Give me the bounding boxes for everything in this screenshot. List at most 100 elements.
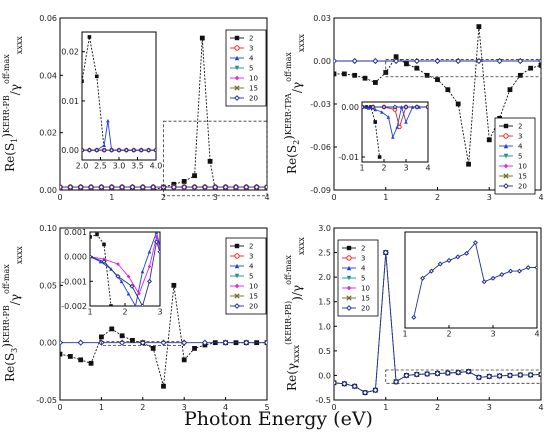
p4-y-axis-title-part: xxxx — [292, 344, 301, 363]
p4-plot-xtick-label: 3 — [487, 403, 492, 412]
p1-y-axis-title-part: off-max — [2, 54, 11, 84]
p3-y-axis-title-part: off-max — [2, 264, 11, 294]
p4-inset-xtick-label: 3 — [490, 330, 495, 339]
p2-plot-xtick-label: 3 — [487, 193, 492, 202]
p2-plot-ytick-label: -0.06 — [310, 143, 331, 152]
p1-plot-series-2-point — [181, 179, 187, 184]
p3-plot-series-20-point — [201, 339, 209, 346]
p3-y-axis-title-part: xxxx — [15, 246, 24, 265]
p1-inset-ytick-label: 0.02 — [61, 48, 79, 57]
p4-legend-entry-15: 15 — [361, 295, 370, 303]
p1-plot-series-20-point — [243, 184, 250, 190]
p3-inset-frame — [89, 231, 161, 307]
p4-plot-ytick-label: 2.5 — [318, 249, 331, 258]
p2-inset-series-20-point — [392, 104, 398, 110]
p3-inset-series-10-point — [126, 274, 131, 279]
p1-plot-series-20-point — [108, 184, 115, 190]
p2-inset-xtick-label: 1 — [359, 164, 364, 173]
p3-inset-ytick-label: 0.000 — [64, 253, 87, 262]
p3-y-axis-title: Re(S3)KERR-PB/γoff-max xxxx — [0, 246, 24, 382]
p4-plot-ytick-label: 0.0 — [318, 371, 331, 380]
p3-plot-ytick-label: 0.05 — [39, 281, 57, 290]
p3-plot-series-2-point — [161, 383, 166, 389]
p1-inset-series-20-point — [86, 147, 92, 153]
p2-plot-xtick-label: 2 — [435, 193, 440, 202]
p4-plot-ytick-label: 1.0 — [318, 322, 331, 331]
p3-plot-xtick-label: 1 — [99, 403, 104, 412]
p3-plot-series-2-point — [150, 346, 156, 351]
p2-plot-ytick-label: 0.00 — [313, 57, 331, 66]
p4-plot-series-20-point — [496, 372, 503, 380]
p1-plot-series-20-point — [67, 184, 74, 190]
p4-plot-series-20-point — [475, 374, 483, 381]
p1-plot-ytick-label: 0.02 — [39, 129, 57, 138]
p4-inset-series-group — [411, 240, 537, 320]
p1-inset-xtick-label: 3.5 — [131, 162, 144, 171]
p2-inset-series-4-point — [380, 110, 384, 114]
p4-plot-series-20-point — [444, 369, 451, 377]
p3-inset-series-4-line — [90, 232, 160, 306]
p3-inset-xtick-label: 1 — [87, 308, 92, 317]
p1-legend-entry-15: 15 — [249, 85, 258, 93]
p1-legend-entry-4: 4 — [249, 55, 254, 63]
p2-inset-series-20-point — [425, 104, 428, 110]
p3-plot-series-20-point — [222, 339, 229, 346]
p3-plot-series-2-point — [78, 357, 84, 363]
p2-inset-series-20-point — [403, 104, 409, 110]
p3-plot-series-2-point — [109, 326, 115, 332]
p2-inset-series-4-point — [404, 120, 408, 124]
p3-plot-xtick-label: 0 — [57, 403, 62, 412]
p4-plot-series-20-point — [334, 379, 338, 386]
p2-plot-series-20-point — [537, 57, 541, 65]
p3-zoom-region — [101, 341, 185, 346]
p2-inset-series-4-point — [386, 115, 391, 119]
p2-y-axis-title-part: Re(S — [285, 145, 299, 174]
p1-inset-frame — [81, 31, 157, 161]
p4-inset-series-20-point — [446, 257, 452, 263]
p4-legend-entry-4: 4 — [361, 265, 366, 273]
p3-inset-series-4-point — [126, 291, 131, 296]
p2-plot-series-2-point — [455, 101, 461, 107]
p1-legend-swatch-5 — [234, 65, 240, 71]
p2-legend-entry-15: 15 — [518, 173, 527, 181]
p4-y-axis-title-part: )/γ — [290, 285, 304, 301]
p3-inset-series-10-point — [147, 264, 152, 269]
p3-inset-series-10-point — [154, 235, 159, 239]
p4-plot-xtick-label: 0 — [331, 403, 336, 412]
p4-y-axis-title-part: (KERR-PB) — [284, 301, 293, 345]
p3-inset-xtick-label: 2 — [122, 308, 127, 317]
p3-plot-series-2-point — [99, 334, 104, 340]
p3-plot-series-20-point — [77, 339, 84, 346]
p2-plot-series-2-point — [393, 54, 399, 60]
p3-plot-xtick-label: 4 — [223, 403, 228, 412]
p2-legend-entry-5: 5 — [518, 153, 522, 161]
p3-inset-series-20-point — [157, 249, 160, 255]
p1-legend-swatch-3 — [234, 45, 240, 51]
p3-legend-entry-20: 20 — [249, 303, 258, 311]
p4-inset-series-20-point — [508, 268, 514, 274]
p4-legend-swatch-5 — [346, 275, 352, 281]
p4-legend-swatch-2 — [346, 245, 352, 251]
p3-inset-series-20-line — [90, 240, 160, 306]
p2-plot-series-2-point — [528, 65, 534, 71]
p1-plot-xtick-label: 1 — [109, 193, 114, 202]
p1-plot-xtick-label: 3 — [213, 193, 218, 202]
p1-legend-swatch-20 — [234, 95, 240, 101]
p4-inset-series-20-point — [525, 265, 531, 271]
p3-y-axis-title-part: 3 — [10, 348, 19, 353]
p4-legend-swatch-10 — [346, 285, 352, 291]
p2-inset-xtick-label: 2 — [381, 164, 386, 173]
p4-plot-ytick-label: 2.0 — [318, 273, 331, 282]
p3-plot-ytick-label: 0.00 — [39, 339, 57, 348]
p2-inset-series-2-point — [377, 155, 382, 159]
p4-plot-series-20-point — [517, 371, 524, 379]
p2-inset-series-4-point — [391, 135, 395, 139]
p2-plot-series-2-point — [517, 72, 523, 78]
p2-y-axis-title-part: xxxx — [297, 34, 306, 53]
p4-plot-series-20-point — [455, 369, 462, 376]
p1-inset-ytick-label: 0.00 — [61, 146, 79, 155]
p1-y-axis-title-part: ) — [0, 133, 14, 138]
p4-plot-series-20-point — [403, 372, 410, 379]
p1-inset-series-20-point — [94, 147, 100, 153]
p4-legend-entry-3: 3 — [361, 255, 365, 263]
